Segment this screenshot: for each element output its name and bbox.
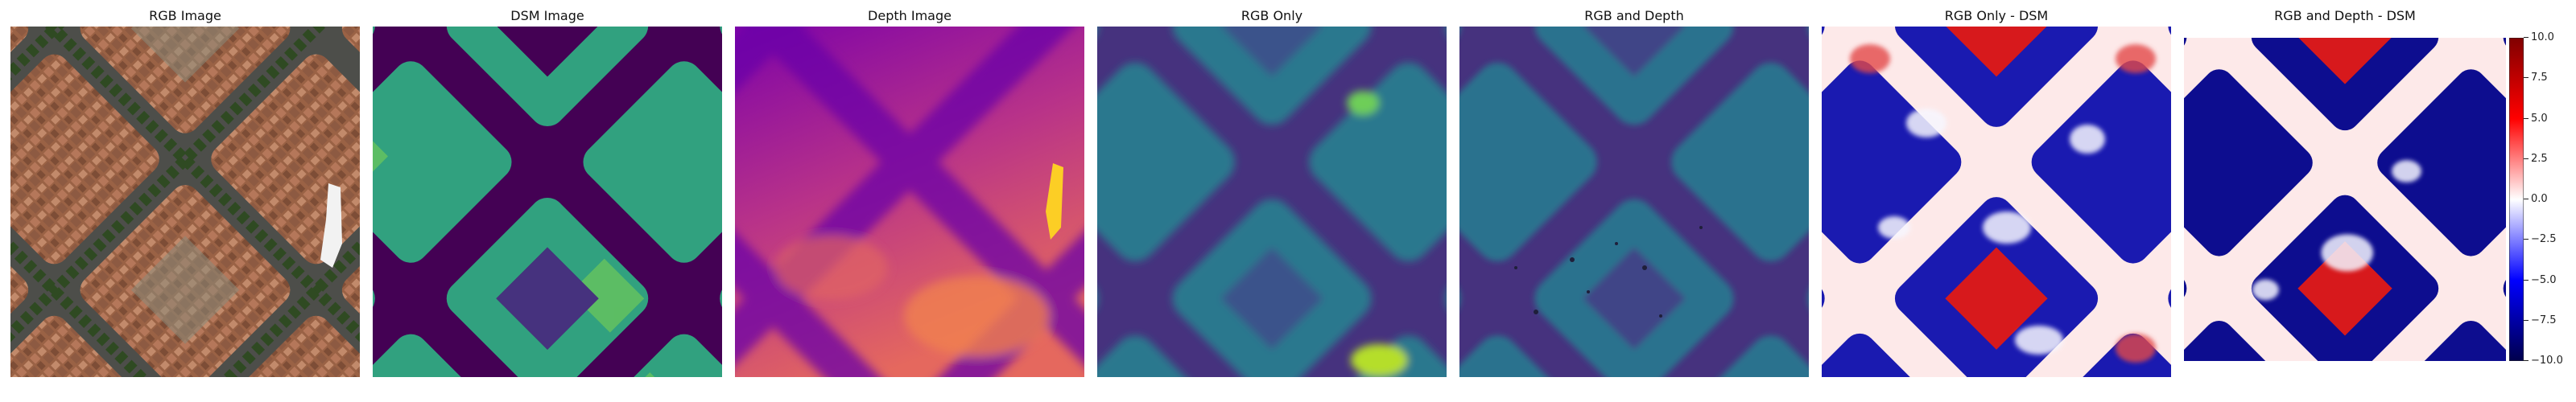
colorbar-tick-mark <box>2524 118 2529 119</box>
colorbar-tick-label: −10.0 <box>2531 355 2563 367</box>
panel-title: DSM Image <box>510 8 584 23</box>
colorbar <box>2509 38 2524 361</box>
panel-title: RGB Only - DSM <box>1944 8 2049 23</box>
panel-title: Depth Image <box>868 8 952 23</box>
colorbar-tick-label: 5.0 <box>2531 113 2548 125</box>
difference-rgb-only-dsm <box>1822 27 2171 377</box>
colorbar-ticks: 10.0 7.5 5.0 2.5 0.0 −2.5 −5.0 −7.5 −10.0 <box>2524 31 2572 367</box>
difference-rgb-and-depth-dsm <box>2184 38 2506 361</box>
colorbar-tick-mark <box>2524 158 2529 159</box>
colorbar-tick-mark <box>2524 77 2529 78</box>
dsm-image <box>373 27 722 377</box>
colorbar-tick-label: −7.5 <box>2531 314 2557 326</box>
colorbar-tick-mark <box>2524 280 2529 281</box>
colorbar-tick-mark <box>2524 320 2529 321</box>
colorbar-tick-mark <box>2524 239 2529 240</box>
colorbar-tick-label: 0.0 <box>2531 193 2548 205</box>
prediction-rgb-and-depth <box>1459 27 1809 377</box>
colorbar-tick-label: −2.5 <box>2531 233 2557 245</box>
depth-image <box>735 27 1084 377</box>
panel-title: RGB and Depth <box>1584 8 1684 23</box>
colorbar-tick-mark <box>2524 37 2529 38</box>
colorbar-tick-label: −5.0 <box>2531 274 2557 286</box>
panel-title: RGB Only <box>1241 8 1303 23</box>
colorbar-tick-label: 2.5 <box>2531 153 2548 165</box>
panel-title: RGB Image <box>149 8 221 23</box>
prediction-rgb-only <box>1097 27 1447 377</box>
panel-title: RGB and Depth - DSM <box>2274 8 2416 23</box>
rgb-aerial-image <box>10 27 360 377</box>
colorbar-tick-mark <box>2524 360 2529 361</box>
colorbar-tick-label: 7.5 <box>2531 72 2548 84</box>
colorbar-tick-label: 10.0 <box>2531 31 2554 43</box>
